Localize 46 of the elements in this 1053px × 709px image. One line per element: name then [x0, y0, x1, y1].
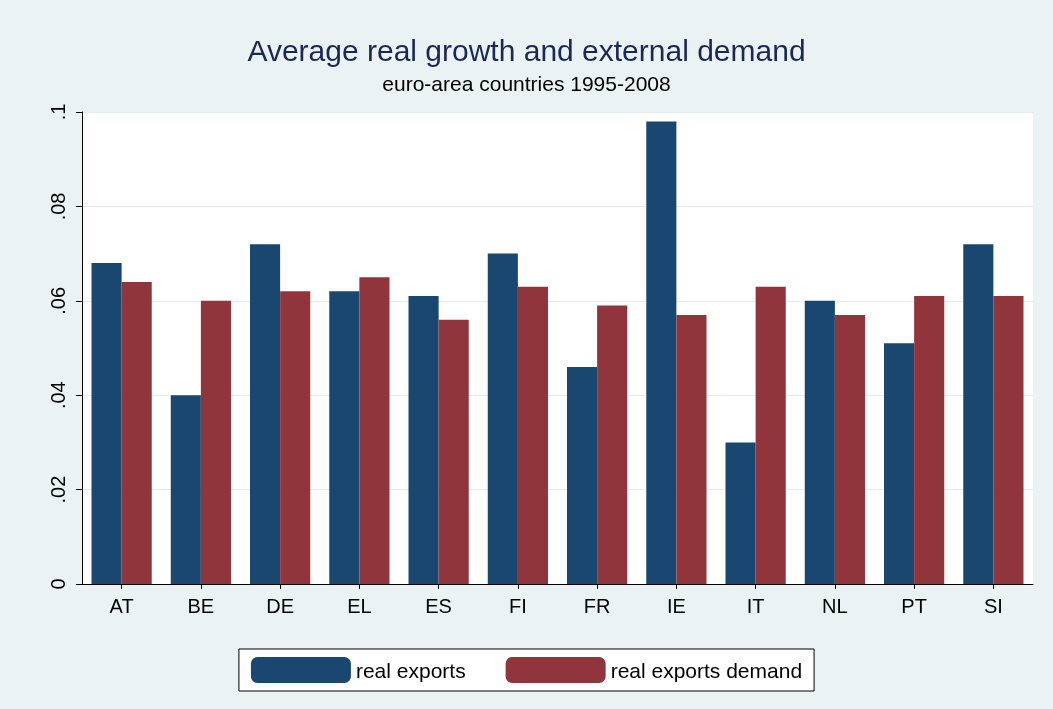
bar [725, 442, 756, 584]
bar [884, 343, 915, 584]
bar [597, 305, 628, 584]
x-tick-label: ES [425, 595, 452, 617]
bar [646, 121, 677, 584]
bar [914, 296, 945, 584]
bar [280, 291, 311, 584]
bar [755, 286, 786, 584]
legend-label: real exports [355, 658, 466, 682]
bar [517, 286, 548, 584]
x-tick-label: AT [109, 595, 134, 617]
bar [804, 300, 835, 584]
x-tick-label: EL [347, 595, 372, 617]
y-tick-label: .1 [47, 103, 69, 121]
y-tick-label: .06 [47, 286, 69, 315]
bar [567, 366, 598, 584]
bar [834, 314, 865, 584]
bar [487, 253, 518, 584]
bar [121, 281, 152, 584]
x-tick-label: IT [746, 595, 765, 617]
x-tick-label: FR [583, 595, 611, 617]
bar [170, 395, 201, 584]
x-tick-label: BE [187, 595, 215, 617]
bar [359, 277, 390, 584]
y-tick-label: .08 [47, 192, 69, 221]
y-tick-label: 0 [47, 578, 69, 590]
x-tick-label: NL [822, 595, 848, 617]
bar [91, 263, 122, 584]
x-tick-label: DE [266, 595, 295, 617]
bar [676, 314, 707, 584]
x-tick-label: SI [983, 595, 1003, 617]
bar [993, 296, 1024, 584]
x-tick-label: PT [901, 595, 927, 617]
bar [438, 319, 469, 584]
legend-label: real exports demand [610, 658, 803, 682]
bar [963, 244, 994, 584]
y-tick-label: .02 [47, 475, 69, 504]
chart-subtitle: euro-area countries 1995-2008 [382, 72, 671, 95]
bar [408, 296, 439, 584]
x-tick-label: FI [508, 595, 527, 617]
bar [329, 291, 360, 584]
bar [200, 300, 231, 584]
chart-title: Average real growth and external demand [247, 33, 806, 67]
x-tick-label: IE [666, 595, 686, 617]
y-tick-label: .04 [47, 381, 69, 410]
bar [250, 244, 281, 584]
